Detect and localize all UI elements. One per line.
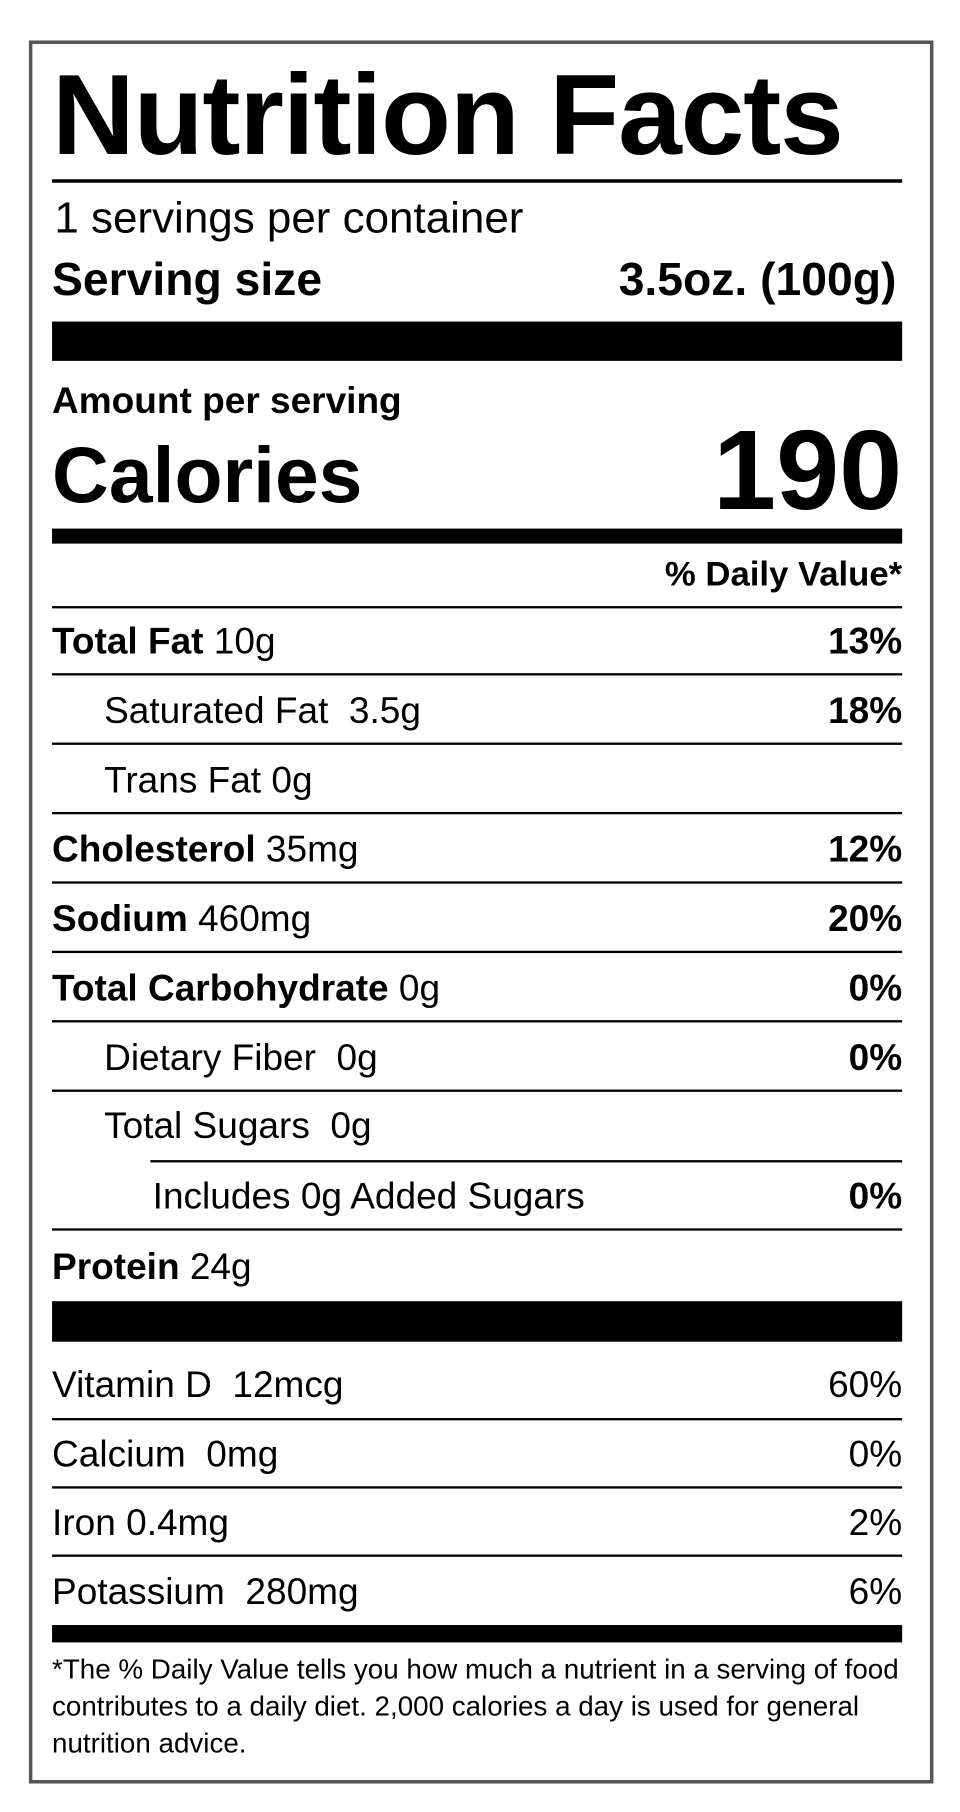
nutrient-dv: 13% bbox=[828, 619, 903, 662]
nutrient-row: Total Sugars 0g bbox=[52, 1092, 902, 1159]
vitamin-amount: 12mcg bbox=[232, 1363, 344, 1405]
nutrient-dv: 0% bbox=[848, 1035, 903, 1078]
amount-per-serving: Amount per serving bbox=[52, 379, 402, 422]
vitamin-name: Potassium bbox=[52, 1570, 225, 1612]
vitamin-name: Calcium bbox=[52, 1432, 186, 1475]
nutrient-row: Protein 24g bbox=[52, 1233, 902, 1300]
medium-divider bbox=[52, 1625, 903, 1643]
servings: 1 servings per container bbox=[54, 194, 524, 243]
vitamin-dv: 60% bbox=[828, 1363, 903, 1405]
thick-divider bbox=[52, 321, 903, 361]
vitamin-amount: 280mg bbox=[245, 1570, 359, 1612]
nutrient-row: Sodium 460mg 20% bbox=[52, 886, 903, 954]
nutrient-dv: 20% bbox=[828, 896, 903, 939]
vitamin-row: Iron 0.4mg 2% bbox=[52, 1490, 903, 1557]
calories-value: 190 bbox=[713, 405, 903, 534]
nutrient-row: Cholesterol 35mg 12% bbox=[52, 817, 903, 884]
vitamin-dv: 0% bbox=[848, 1432, 903, 1475]
nutrient-name: Total Carbohydrate bbox=[52, 966, 389, 1009]
medium-divider bbox=[52, 528, 903, 544]
serving-size-label: Serving size bbox=[52, 254, 323, 306]
nutrient-row: Total Carbohydrate 0g 0% bbox=[52, 955, 903, 1023]
vitamin-row: Vitamin D 12mcg 60% bbox=[52, 1351, 903, 1421]
vitamin-row: Calcium 0mg 0% bbox=[52, 1421, 903, 1489]
calories-label: Calories bbox=[52, 431, 363, 520]
vitamin-name: Vitamin D bbox=[52, 1363, 212, 1405]
divider bbox=[52, 179, 903, 183]
nutrient-row: Trans Fat 0g bbox=[52, 747, 903, 815]
nutrient-name: Total Fat bbox=[52, 619, 204, 662]
nutrient-name: Sodium bbox=[52, 896, 188, 939]
divider bbox=[52, 606, 903, 609]
vitamin-amount: 0.4mg bbox=[126, 1500, 229, 1543]
nutrient-amount: 0g bbox=[336, 1035, 378, 1078]
label-border bbox=[28, 40, 934, 1784]
nutrient-dv: 0% bbox=[848, 966, 903, 1009]
nutrient-name: Saturated Fat bbox=[104, 688, 329, 731]
nutrient-amount: 24g bbox=[189, 1245, 252, 1287]
nutrient-row: Dietary Fiber 0g 0% bbox=[52, 1025, 903, 1092]
vitamin-amount: 0mg bbox=[206, 1432, 279, 1475]
nutrient-name: Total Sugars bbox=[104, 1104, 310, 1146]
nutrient-amount: 460mg bbox=[198, 896, 312, 939]
nutrient-amount: 10g bbox=[213, 619, 276, 662]
nutrient-amount: 0g bbox=[398, 966, 441, 1009]
serving-size-row: Serving size 3.5oz. (100g) bbox=[52, 254, 896, 306]
thick-divider bbox=[52, 1301, 903, 1342]
vitamin-dv: 6% bbox=[848, 1570, 903, 1612]
nutrient-row: Saturated Fat 3.5g 18% bbox=[52, 678, 903, 745]
nutrient-row: Total Fat 10g 13% bbox=[52, 608, 903, 676]
title: Nutrition Facts bbox=[52, 49, 844, 179]
vitamin-row: Potassium 280mg 6% bbox=[52, 1558, 902, 1625]
divider bbox=[150, 1160, 903, 1163]
serving-size-value: 3.5oz. (100g) bbox=[618, 254, 897, 306]
nutrient-dv: 0% bbox=[848, 1174, 903, 1217]
nutrient-amount: 35mg bbox=[265, 827, 359, 870]
nutrient-amount: 0g bbox=[271, 758, 313, 800]
nutrient-name: Dietary Fiber bbox=[104, 1035, 316, 1078]
nutrient-amount: 0g bbox=[330, 1104, 372, 1146]
vitamin-dv: 2% bbox=[848, 1500, 903, 1543]
nutrient-amount: 3.5g bbox=[348, 688, 421, 731]
nutrient-dv: 12% bbox=[828, 827, 903, 870]
footnote: *The % Daily Value tells you how much a … bbox=[52, 1653, 899, 1760]
nutrient-name: Protein bbox=[52, 1245, 180, 1287]
nutrient-name: Cholesterol bbox=[52, 827, 256, 870]
nutrient-name: Trans Fat bbox=[104, 758, 262, 800]
daily-value-header: % Daily Value* bbox=[664, 555, 903, 594]
nutrient-row: Includes 0g Added Sugars 0% bbox=[52, 1164, 903, 1231]
nutrient-name: Includes 0g Added Sugars bbox=[152, 1174, 585, 1217]
vitamin-name: Iron bbox=[52, 1500, 116, 1543]
nutrient-dv: 18% bbox=[828, 688, 903, 731]
